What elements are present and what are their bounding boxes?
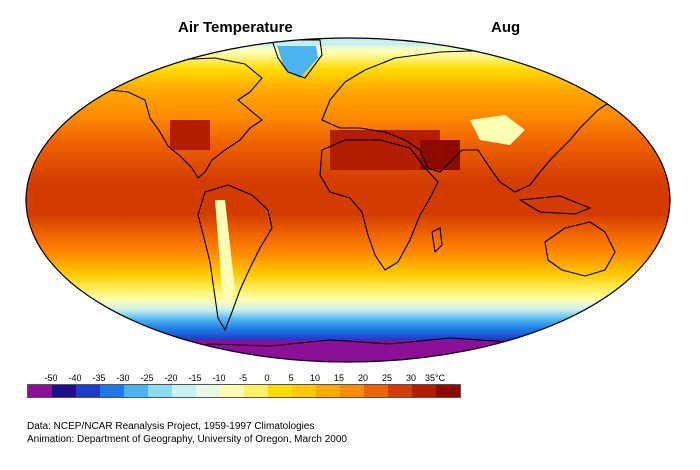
animation-credit: Animation: Department of Geography, Univ… [27, 434, 347, 445]
hot-region-namerica [170, 120, 210, 150]
greenland-outline [271, 39, 323, 79]
legend-swatch [52, 385, 76, 397]
temperature-field [26, 38, 670, 362]
legend-label: -15 [188, 373, 202, 383]
legend-label: 15 [333, 373, 345, 383]
legend-swatch [220, 385, 244, 397]
arctic-cap [26, 38, 670, 46]
credits: Data: NCEP/NCAR Reanalysis Project, 1959… [27, 420, 347, 446]
legend-label: -10 [212, 373, 226, 383]
eurasia-outline [321, 49, 626, 193]
legend-label: 5 [288, 373, 294, 383]
legend-label: 20 [357, 373, 369, 383]
hot-region-arabia [420, 140, 460, 170]
legend-label: 25 [381, 373, 393, 383]
legend-label: -25 [140, 373, 154, 383]
map-title: Air Temperature [178, 19, 293, 36]
legend-swatch [100, 385, 124, 397]
australia-outline [544, 221, 616, 277]
month-label: Aug [491, 19, 521, 36]
legend-label: 35°C [424, 373, 446, 383]
legend-label: 0 [264, 373, 270, 383]
legend-swatch [124, 385, 148, 397]
legend-swatch [364, 385, 388, 397]
legend-label: -20 [164, 373, 178, 383]
legend-swatch [244, 385, 268, 397]
legend-swatch [172, 385, 196, 397]
legend-swatch [412, 385, 436, 397]
globe-border [25, 37, 671, 363]
madagascar-outline [431, 227, 443, 253]
color-legend [27, 384, 461, 398]
antarctica-cold [26, 340, 670, 362]
data-credit: Data: NCEP/NCAR Reanalysis Project, 1959… [27, 421, 315, 432]
legend-swatch [196, 385, 220, 397]
legend-label: -50 [44, 373, 58, 383]
legend-swatch [340, 385, 364, 397]
legend-swatch [292, 385, 316, 397]
legend-label: -35 [92, 373, 106, 383]
legend-label: 10 [309, 373, 321, 383]
tibet-cold [470, 115, 525, 145]
legend-label: -5 [238, 373, 248, 383]
legend-swatch [316, 385, 340, 397]
africa-outline [319, 139, 439, 271]
legend-swatch [436, 385, 460, 397]
legend-swatch [268, 385, 292, 397]
indonesia-outline [519, 195, 591, 215]
legend-swatch [388, 385, 412, 397]
legend-label: -40 [68, 373, 82, 383]
legend-swatch [76, 385, 100, 397]
legend-label: 30 [405, 373, 417, 383]
legend-swatch [28, 385, 52, 397]
legend-swatch [148, 385, 172, 397]
south-america-outline [197, 184, 273, 331]
legend-label: -30 [116, 373, 130, 383]
north-america-outline [99, 57, 263, 179]
andes-stripe [215, 200, 235, 305]
legend-tick-labels: -50 -40 -35 -30 -25 -20 -15 -10 -5 0 5 10 15 20 25 30 35… [27, 373, 467, 385]
